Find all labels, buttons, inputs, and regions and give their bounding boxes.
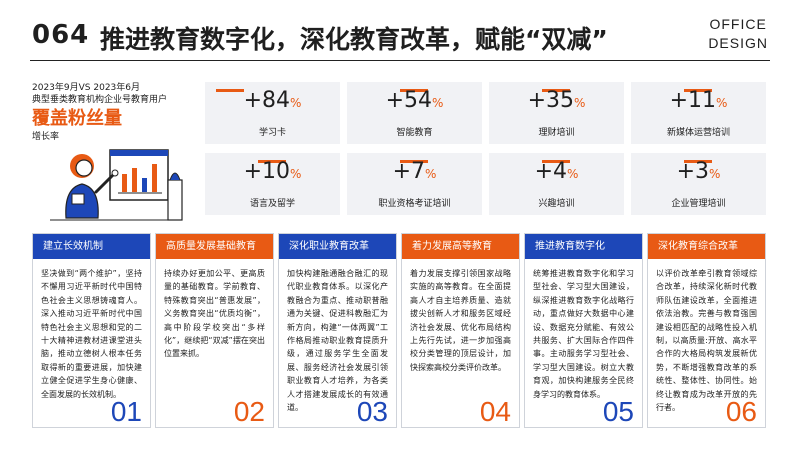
presenter-illustration-icon (50, 149, 183, 221)
column-text: 坚决做到“两个维护”，坚持不懈用习近平新时代中国特色社会主义思想铸魂育人。深入推… (41, 269, 142, 399)
stat-number: +7 (392, 159, 426, 184)
stat-unit: % (425, 167, 437, 181)
stat-value: +7% (347, 159, 482, 184)
stat-value: +3% (631, 159, 766, 184)
stat-number: +11 (669, 88, 717, 113)
stat-value: +54% (347, 88, 482, 113)
stat-accent-bar (400, 89, 428, 92)
stat-label: 学习卡 (258, 128, 286, 138)
stat-label: 理财培训 (538, 128, 575, 138)
stat-card: +4% 兴趣培训 (489, 153, 624, 215)
column-number: 04 (479, 396, 511, 427)
stat-unit: % (290, 96, 302, 110)
stat-card: +84% 学习卡 (205, 82, 340, 144)
stat-value: +4% (489, 159, 624, 184)
stat-number: +10 (243, 159, 291, 184)
stat-label: 新媒体运营培训 (666, 128, 730, 138)
reform-column: 着力发展高等教育 着力发展支撑引领国家战略实施的高等教育。在全面提高人才自主培养… (401, 233, 520, 428)
stat-card: +7% 职业资格考证培训 (347, 153, 482, 215)
column-text: 加快构建融通融合融汇的现代职业教育体系。以深化产教融合为重点、推动职普融通为关键… (287, 269, 388, 413)
stat-card: +54% 智能教育 (347, 82, 482, 144)
brand-line-1: OFFICE (709, 16, 767, 32)
column-number: 06 (725, 396, 757, 427)
column-text: 持续办好更加公平、更高质量的基础教育。学前教育、特殊教育突出“普惠发展”，义务教… (164, 269, 265, 359)
stat-unit: % (290, 167, 302, 181)
column-number: 02 (233, 396, 265, 427)
reform-column: 高质量发展基础教育 持续办好更加公平、更高质量的基础教育。学前教育、特殊教育突出… (155, 233, 274, 428)
stat-value: +11% (631, 88, 766, 113)
brand-logo: OFFICE DESIGN (708, 15, 768, 53)
stat-label: 职业资格考证培训 (378, 199, 451, 209)
stat-accent-bar (684, 160, 712, 163)
intro-block: 2023年9月VS 2023年6月 典型垂类教育机构企业号教育用户 覆盖粉丝量 … (32, 82, 192, 143)
stat-card: +11% 新媒体运营培训 (631, 82, 766, 144)
stat-accent-bar (542, 89, 570, 92)
stat-unit: % (432, 96, 444, 110)
stat-card: +3% 企业管理培训 (631, 153, 766, 215)
column-number: 01 (110, 396, 142, 427)
stat-accent-bar (400, 160, 428, 163)
stat-card: +35% 理财培训 (489, 82, 624, 144)
stat-label: 企业管理培训 (671, 199, 726, 209)
stat-label: 智能教育 (396, 128, 433, 138)
stat-unit: % (709, 167, 721, 181)
stat-value: +10% (205, 159, 340, 184)
reform-column: 建立长效机制 坚决做到“两个维护”，坚持不懈用习近平新时代中国特色社会主义思想铸… (32, 233, 151, 428)
stat-accent-bar (684, 89, 712, 92)
column-title: 深化教育综合改革 (648, 234, 765, 259)
intro-period: 2023年9月VS 2023年6月 (32, 83, 140, 93)
column-text: 着力发展支撑引领国家战略实施的高等教育。在全面提高人才自主培养质量、造就拔尖创新… (410, 269, 511, 372)
column-title: 高质量发展基础教育 (156, 234, 273, 259)
stat-card: +10% 语言及留学 (205, 153, 340, 215)
column-number: 03 (356, 396, 388, 427)
stat-accent-bar (216, 89, 244, 92)
column-title: 建立长效机制 (33, 234, 150, 259)
column-text: 统筹推进教育数字化和学习型社会、学习型大国建设，纵深推进教育数字化战略行动，重点… (533, 269, 634, 399)
intro-sub: 增长率 (32, 132, 60, 142)
reform-column: 深化教育综合改革 以评价改革牵引教育领域综合改革，持续深化新时代教师队伍建设改革… (647, 233, 766, 428)
column-title: 深化职业教育改革 (279, 234, 396, 259)
column-text: 以评价改革牵引教育领域综合改革，持续深化新时代教师队伍建设改革，全面推进依法治教… (656, 269, 757, 413)
reform-column: 推进教育数字化 统筹推进教育数字化和学习型社会、学习型大国建设，纵深推进教育数字… (524, 233, 643, 428)
brand-line-2: DESIGN (708, 35, 768, 51)
column-title: 着力发展高等教育 (402, 234, 519, 259)
page-number: 064 (32, 20, 90, 50)
stat-label: 兴趣培训 (538, 199, 575, 209)
stat-value: +35% (489, 88, 624, 113)
stat-number: +3 (676, 159, 710, 184)
header-divider (30, 60, 770, 61)
stat-number: +84 (243, 88, 291, 113)
page-title: 推进教育数字化，深化教育改革，赋能“双减” (100, 25, 608, 54)
column-title: 推进教育数字化 (525, 234, 642, 259)
column-number: 05 (602, 396, 634, 427)
stat-value: +84% (205, 88, 340, 113)
stat-unit: % (567, 167, 579, 181)
reform-column: 深化职业教育改革 加快构建融通融合融汇的现代职业教育体系。以深化产教融合为重点、… (278, 233, 397, 428)
stat-accent-bar (258, 160, 286, 163)
intro-highlight: 覆盖粉丝量 (32, 108, 122, 129)
stat-number: +54 (385, 88, 433, 113)
stat-accent-bar (542, 160, 570, 163)
intro-subject: 典型垂类教育机构企业号教育用户 (32, 95, 168, 105)
stat-number: +35 (527, 88, 575, 113)
stat-unit: % (716, 96, 728, 110)
stat-number: +4 (534, 159, 568, 184)
stat-unit: % (574, 96, 586, 110)
stat-label: 语言及留学 (249, 199, 295, 209)
header: 064 推进教育数字化，深化教育改革，赋能“双减” OFFICE DESIGN (0, 0, 800, 70)
